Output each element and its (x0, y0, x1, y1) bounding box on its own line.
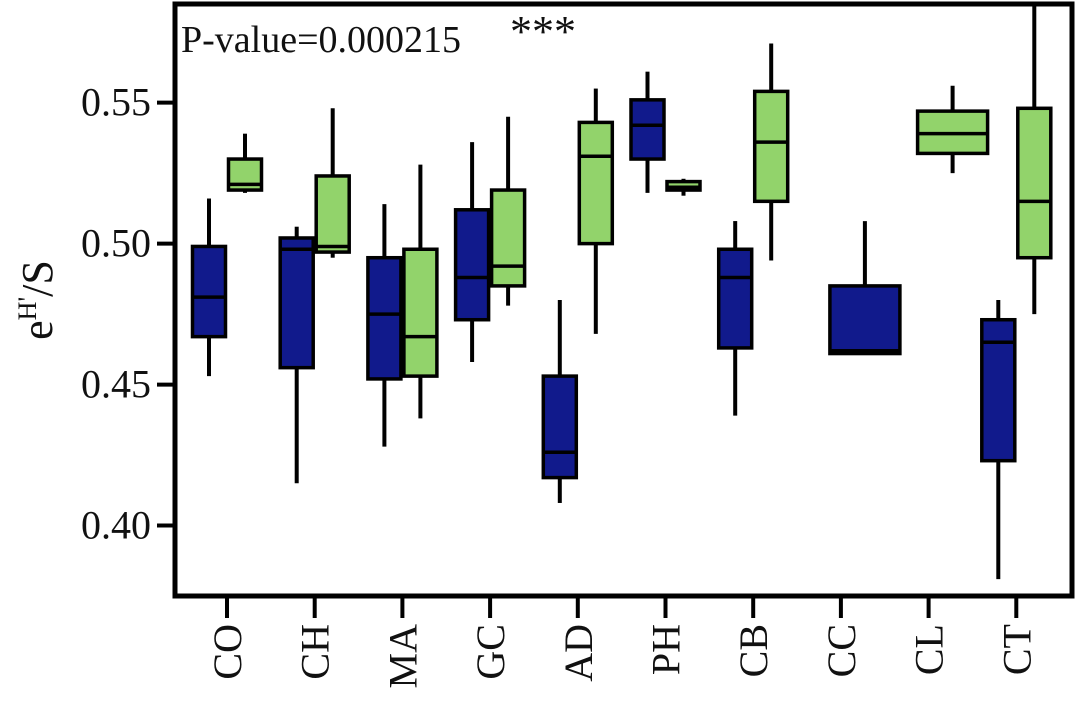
box-CT-0 (980, 300, 1017, 580)
box-iqr (453, 208, 491, 322)
x-tick-label: CL (907, 624, 952, 675)
box-iqr (828, 284, 902, 356)
box-MA-1 (402, 164, 439, 419)
box-iqr (541, 374, 579, 480)
box-PH-1 (665, 178, 702, 196)
box-PH-0 (629, 71, 666, 193)
y-axis-label-superscript: H' (13, 297, 42, 320)
box-iqr (489, 188, 527, 288)
x-axis: CO CH MA GC AD PH CB CC CL CT (205, 596, 1039, 688)
box-iqr (577, 120, 615, 246)
x-tick-label: GC (468, 624, 513, 680)
p-value-annotation: P-value=0.000215 (181, 19, 461, 61)
significance-stars: *** (510, 7, 576, 56)
y-tick-label: 0.55 (81, 80, 151, 125)
box-CC-0 (828, 221, 902, 356)
y-tick-label: 0.40 (81, 503, 151, 548)
box-iqr (402, 247, 439, 378)
boxes (190, 4, 1053, 580)
box-iqr (1016, 106, 1053, 260)
y-tick-label: 0.45 (81, 362, 151, 407)
x-tick-label: CT (994, 624, 1039, 675)
box-CL-1 (915, 85, 990, 174)
box-CB-1 (752, 43, 790, 261)
plot-frame (172, 1, 1075, 599)
box-iqr (366, 255, 403, 381)
y-axis-label: eH'/S (13, 260, 62, 340)
y-axis-label-suffix: /S (13, 260, 62, 297)
y-axis: 0.40 0.45 0.50 0.55 (81, 80, 175, 548)
box-GC-0 (453, 142, 491, 363)
box-CH-0 (278, 226, 315, 484)
box-iqr (278, 236, 315, 370)
box-CO-1 (226, 133, 264, 193)
box-CH-1 (314, 108, 351, 258)
x-tick-label: CC (819, 624, 864, 677)
x-tick-label: AD (556, 624, 601, 682)
y-axis-label-base: e (13, 320, 62, 340)
box-iqr (752, 89, 790, 204)
box-iqr (190, 244, 228, 339)
y-tick-label: 0.50 (81, 221, 151, 266)
box-MA-0 (366, 204, 403, 447)
box-GC-1 (489, 116, 527, 306)
box-AD-0 (541, 300, 579, 503)
box-CT-1 (1016, 4, 1053, 315)
x-tick-label: MA (380, 624, 425, 689)
box-iqr (314, 174, 351, 254)
box-iqr (716, 247, 754, 350)
x-tick-label: CH (293, 624, 338, 680)
x-tick-label: CB (731, 624, 776, 677)
x-tick-label: PH (644, 624, 689, 675)
box-CO-0 (190, 198, 228, 377)
box-AD-1 (577, 88, 615, 334)
box-iqr (629, 98, 666, 161)
box-CB-0 (716, 221, 754, 416)
x-tick-label: CO (205, 624, 250, 680)
